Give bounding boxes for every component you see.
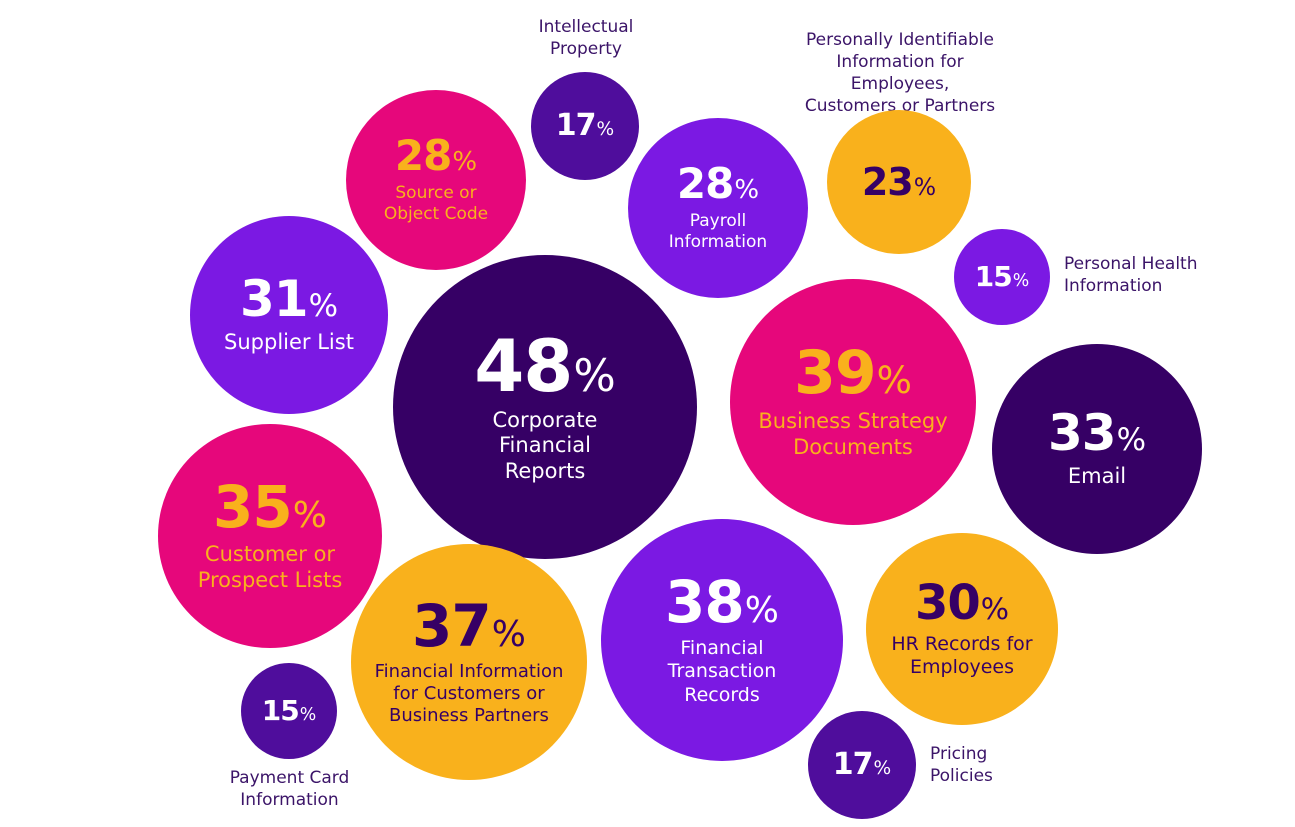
bubble-value-number: 15 <box>974 260 1013 293</box>
bubble-label: Corporate Financial Reports <box>492 407 598 483</box>
bubble-11: 17% <box>531 72 639 180</box>
bubble-value: 28% <box>395 135 477 177</box>
bubble-14: 15% <box>241 663 337 759</box>
bubble-13: 15% <box>954 229 1050 325</box>
percent-sign: % <box>734 175 760 206</box>
bubble-label: Payment Card Information <box>229 768 350 811</box>
bubble-8: 28% Source or Object Code <box>346 90 526 270</box>
bubble-label: Pricing Policies <box>930 744 993 787</box>
percent-sign: % <box>873 758 892 779</box>
bubble-7: 30% HR Records for Employees <box>866 533 1058 725</box>
percent-sign: % <box>1116 422 1147 459</box>
percent-sign: % <box>744 590 779 632</box>
bubble-value-number: 28 <box>676 159 734 209</box>
percent-sign: % <box>876 358 912 403</box>
bubble-value-number: 35 <box>213 473 293 542</box>
bubble-9: 28% Payroll Information <box>628 118 808 298</box>
bubble-label: Supplier List <box>224 330 354 355</box>
percent-sign: % <box>573 349 616 402</box>
bubble-value: 23% <box>862 163 936 201</box>
bubble-value: 39% <box>794 343 912 403</box>
bubble-label: Financial Transaction Records <box>667 637 777 706</box>
bubble-value: 17% <box>833 750 891 780</box>
bubble-value-number: 39 <box>794 338 876 409</box>
bubble-value-number: 15 <box>261 694 300 727</box>
bubble-value-number: 48 <box>474 323 573 408</box>
bubble-value: 28% <box>677 163 759 205</box>
percent-sign: % <box>299 705 317 725</box>
bubble-value-number: 23 <box>861 160 914 204</box>
bubble-label: Email <box>1067 464 1127 489</box>
bubble-value: 37% <box>412 597 526 655</box>
bubble-0: 48% Corporate Financial Reports <box>393 255 697 559</box>
bubble-12: 17% <box>808 711 916 819</box>
bubble-value-number: 38 <box>665 568 745 637</box>
bubble-value: 33% <box>1048 408 1146 458</box>
bubble-label: Business Strategy Documents <box>758 409 948 459</box>
bubble-label: Source or Object Code <box>383 183 489 224</box>
bubble-label: Intellectual Property <box>538 17 634 60</box>
bubble-value-number: 30 <box>914 574 981 631</box>
bubble-3: 37% Financial Information for Customers o… <box>351 544 587 780</box>
percent-sign: % <box>913 173 937 201</box>
bubble-value: 35% <box>213 478 327 536</box>
bubble-value: 30% <box>915 579 1009 627</box>
bubble-label: HR Records for Employees <box>891 632 1033 678</box>
bubble-1: 39% Business Strategy Documents <box>730 279 976 525</box>
bubble-value-number: 37 <box>412 592 492 661</box>
bubble-value-number: 17 <box>555 108 597 143</box>
percent-sign: % <box>596 119 615 140</box>
bubble-value-number: 31 <box>239 270 309 329</box>
percent-sign: % <box>1012 271 1030 291</box>
bubble-value: 15% <box>975 263 1029 291</box>
bubble-label: Personal Health Information <box>1064 254 1198 297</box>
bubble-6: 31% Supplier List <box>190 216 388 414</box>
bubble-value: 15% <box>262 697 316 725</box>
bubble-label: Customer or Prospect Lists <box>197 542 343 592</box>
bubble-4: 35% Customer or Prospect Lists <box>158 424 382 648</box>
bubble-2: 38% Financial Transaction Records <box>601 519 843 761</box>
percent-sign: % <box>452 147 478 178</box>
bubble-value: 38% <box>665 573 779 631</box>
bubble-label: Payroll Information <box>668 211 768 252</box>
bubble-10: 23% <box>827 110 971 254</box>
bubble-value: 48% <box>474 330 616 402</box>
bubble-value: 17% <box>556 111 614 141</box>
bubble-value-number: 33 <box>1047 404 1117 463</box>
bubble-value-number: 28 <box>394 131 452 181</box>
bubble-value: 31% <box>240 274 338 324</box>
percent-sign: % <box>491 614 526 656</box>
bubble-5: 33% Email <box>992 344 1202 554</box>
percent-sign: % <box>980 591 1010 627</box>
bubble-value-number: 17 <box>832 747 874 782</box>
percent-sign: % <box>292 495 327 537</box>
bubble-label: Financial Information for Customers or B… <box>374 661 564 726</box>
bubble-label: Personally Identifiable Information for … <box>804 30 996 117</box>
percent-sign: % <box>308 288 339 325</box>
